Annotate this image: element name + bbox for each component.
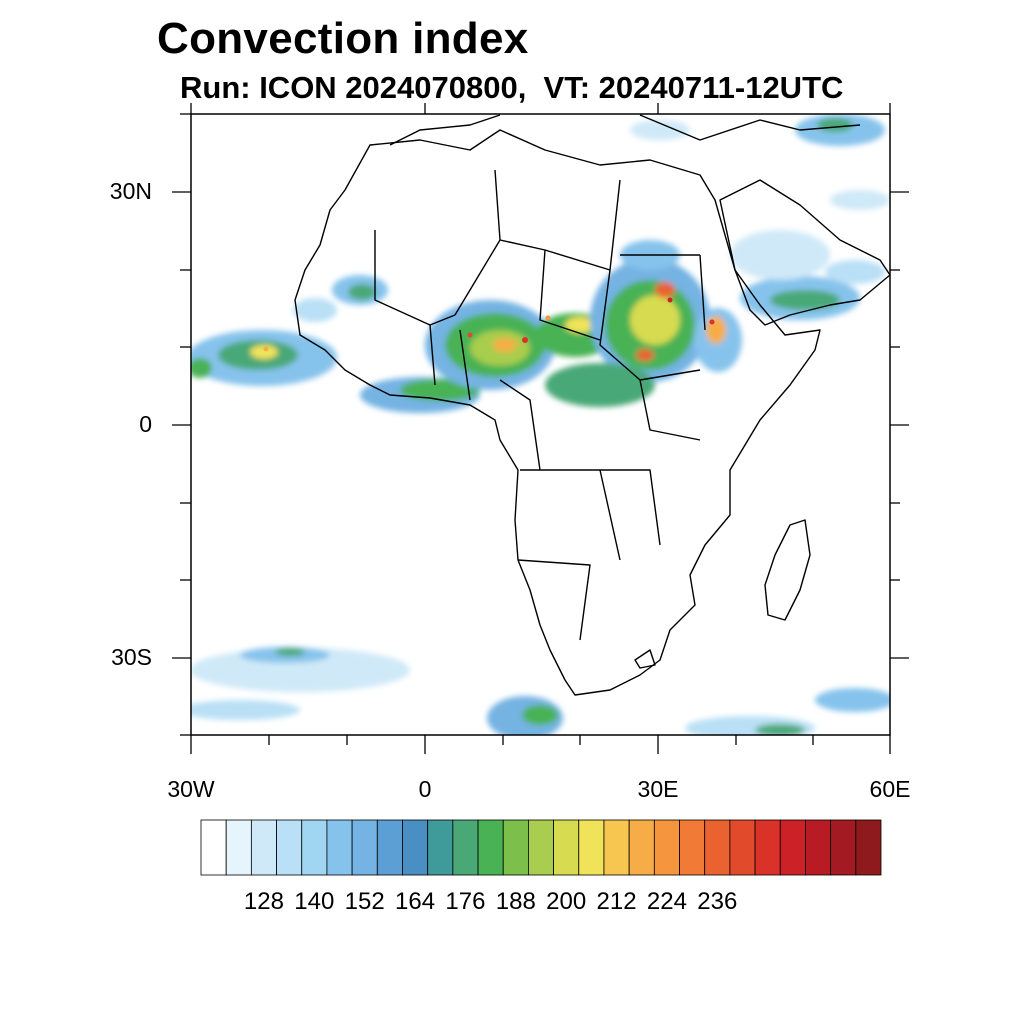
map-frame (190, 113, 891, 736)
colorbar-label: 176 (445, 888, 486, 915)
colorbar-swatch (351, 819, 378, 876)
colorbar-label: 212 (596, 888, 637, 915)
colorbar-swatch (779, 819, 806, 876)
lat-label-0: 0 (139, 411, 152, 437)
colorbar-label: 164 (395, 888, 436, 915)
colorbar-swatch (502, 819, 529, 876)
colorbar-swatch (427, 819, 454, 876)
colorbar-label: 200 (546, 888, 587, 915)
plot-subtitle: Run: ICON 2024070800, VT: 20240711-12UTC (180, 70, 844, 105)
lon-label-0: 0 (418, 776, 432, 802)
colorbar-swatch (653, 819, 680, 876)
lon-label-30e: 30E (637, 776, 679, 802)
colorbar-label: 128 (243, 888, 284, 915)
africa-coastline (294, 129, 821, 696)
colorbar-swatch (376, 819, 403, 876)
colorbar-swatch (452, 819, 479, 876)
colorbar-swatch (578, 819, 605, 876)
colorbar-swatch (250, 819, 277, 876)
arabia (719, 179, 890, 326)
lon-label-30w: 30W (167, 776, 215, 802)
colorbar-swatch (830, 819, 857, 876)
colorbar-swatch (805, 819, 832, 876)
convection-field (191, 114, 890, 735)
colorbar-label: 236 (697, 888, 738, 915)
colorbar-swatch (704, 819, 731, 876)
colorbar-swatch (200, 819, 227, 876)
colorbar-swatch (301, 819, 328, 876)
colorbar-swatch (326, 819, 353, 876)
colorbar-swatch (603, 819, 630, 876)
colorbar-label: 188 (495, 888, 536, 915)
colorbar-swatch (628, 819, 655, 876)
lon-label-60e: 60E (869, 776, 911, 802)
colorbar-swatch (754, 819, 781, 876)
colorbar-swatch (855, 819, 882, 876)
coastlines-and-borders (294, 114, 890, 696)
field-south-atlantic (191, 648, 410, 692)
madagascar (764, 519, 811, 621)
lat-label-30n: 30N (109, 178, 152, 204)
colorbar-label: 224 (646, 888, 687, 915)
colorbar-label: 140 (294, 888, 335, 915)
colorbar-swatch (553, 819, 580, 876)
colorbar-swatch (729, 819, 756, 876)
colorbar-swatch (276, 819, 303, 876)
colorbar-swatch (402, 819, 429, 876)
axis-ticks (172, 103, 909, 754)
colorbar-swatch (225, 819, 252, 876)
colorbar-swatch (477, 819, 504, 876)
colorbar (200, 819, 882, 876)
colorbar-swatch (528, 819, 554, 876)
colorbar-swatch (679, 819, 706, 876)
colorbar-label: 152 (344, 888, 385, 915)
lat-label-30s: 30S (111, 644, 152, 670)
plot-title: Convection index (157, 14, 529, 63)
